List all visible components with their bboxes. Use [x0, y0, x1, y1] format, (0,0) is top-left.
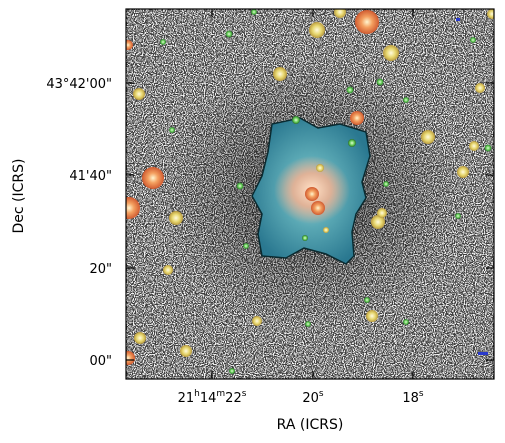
star: [236, 182, 244, 190]
star: [469, 141, 479, 151]
star: [484, 144, 492, 152]
star: [457, 166, 469, 178]
star: [126, 40, 133, 50]
y-tick-label: 00": [89, 354, 112, 369]
star: [355, 10, 379, 34]
core-star: [316, 164, 324, 172]
star: [134, 332, 146, 344]
star: [403, 97, 409, 103]
star: [383, 181, 389, 187]
star: [366, 310, 378, 322]
star: [163, 265, 173, 275]
star: [475, 83, 485, 93]
y-tick-label: 43°42'00": [46, 77, 112, 92]
star: [383, 45, 399, 61]
star: [371, 215, 385, 229]
star: [126, 197, 140, 219]
star: [350, 111, 364, 125]
star: [225, 30, 233, 38]
star: [169, 211, 183, 225]
y-tick-label: 20": [89, 262, 112, 277]
star: [229, 368, 235, 374]
star: [309, 22, 325, 38]
y-tick-label: 41'40": [69, 169, 112, 184]
star: [180, 345, 192, 357]
star: [377, 208, 387, 218]
y-ticks: [126, 82, 494, 361]
star: [334, 9, 346, 18]
x-ticks: [211, 9, 414, 379]
star: [376, 78, 384, 86]
star: [169, 127, 175, 133]
x-tick-label: 18s: [402, 389, 424, 406]
blue-artifact: [478, 352, 488, 355]
core-star: [311, 201, 325, 215]
star: [455, 213, 461, 219]
central-star: [305, 187, 319, 201]
star: [364, 297, 370, 303]
core-star: [348, 139, 356, 147]
star: [126, 351, 135, 365]
star: [142, 167, 164, 189]
star: [487, 9, 494, 19]
star: [403, 319, 409, 325]
x-tick-label: 21h14m22s: [178, 389, 247, 406]
star: [305, 321, 311, 327]
star: [346, 86, 354, 94]
sky-image: [126, 9, 494, 379]
star: [252, 316, 262, 326]
star: [251, 9, 257, 15]
star: [470, 37, 476, 43]
star: [243, 243, 249, 249]
core-star: [323, 227, 329, 233]
star: [160, 39, 166, 45]
star: [133, 88, 145, 100]
star: [273, 67, 287, 81]
star: [421, 130, 435, 144]
x-axis-title: RA (ICRS): [277, 417, 344, 433]
y-axis-title: Dec (ICRS): [11, 159, 27, 234]
blue-artifact: [456, 18, 460, 21]
x-tick-label: 20s: [302, 389, 324, 406]
plot-frame: [125, 8, 495, 380]
core-star: [302, 235, 308, 241]
core-star: [292, 116, 300, 124]
